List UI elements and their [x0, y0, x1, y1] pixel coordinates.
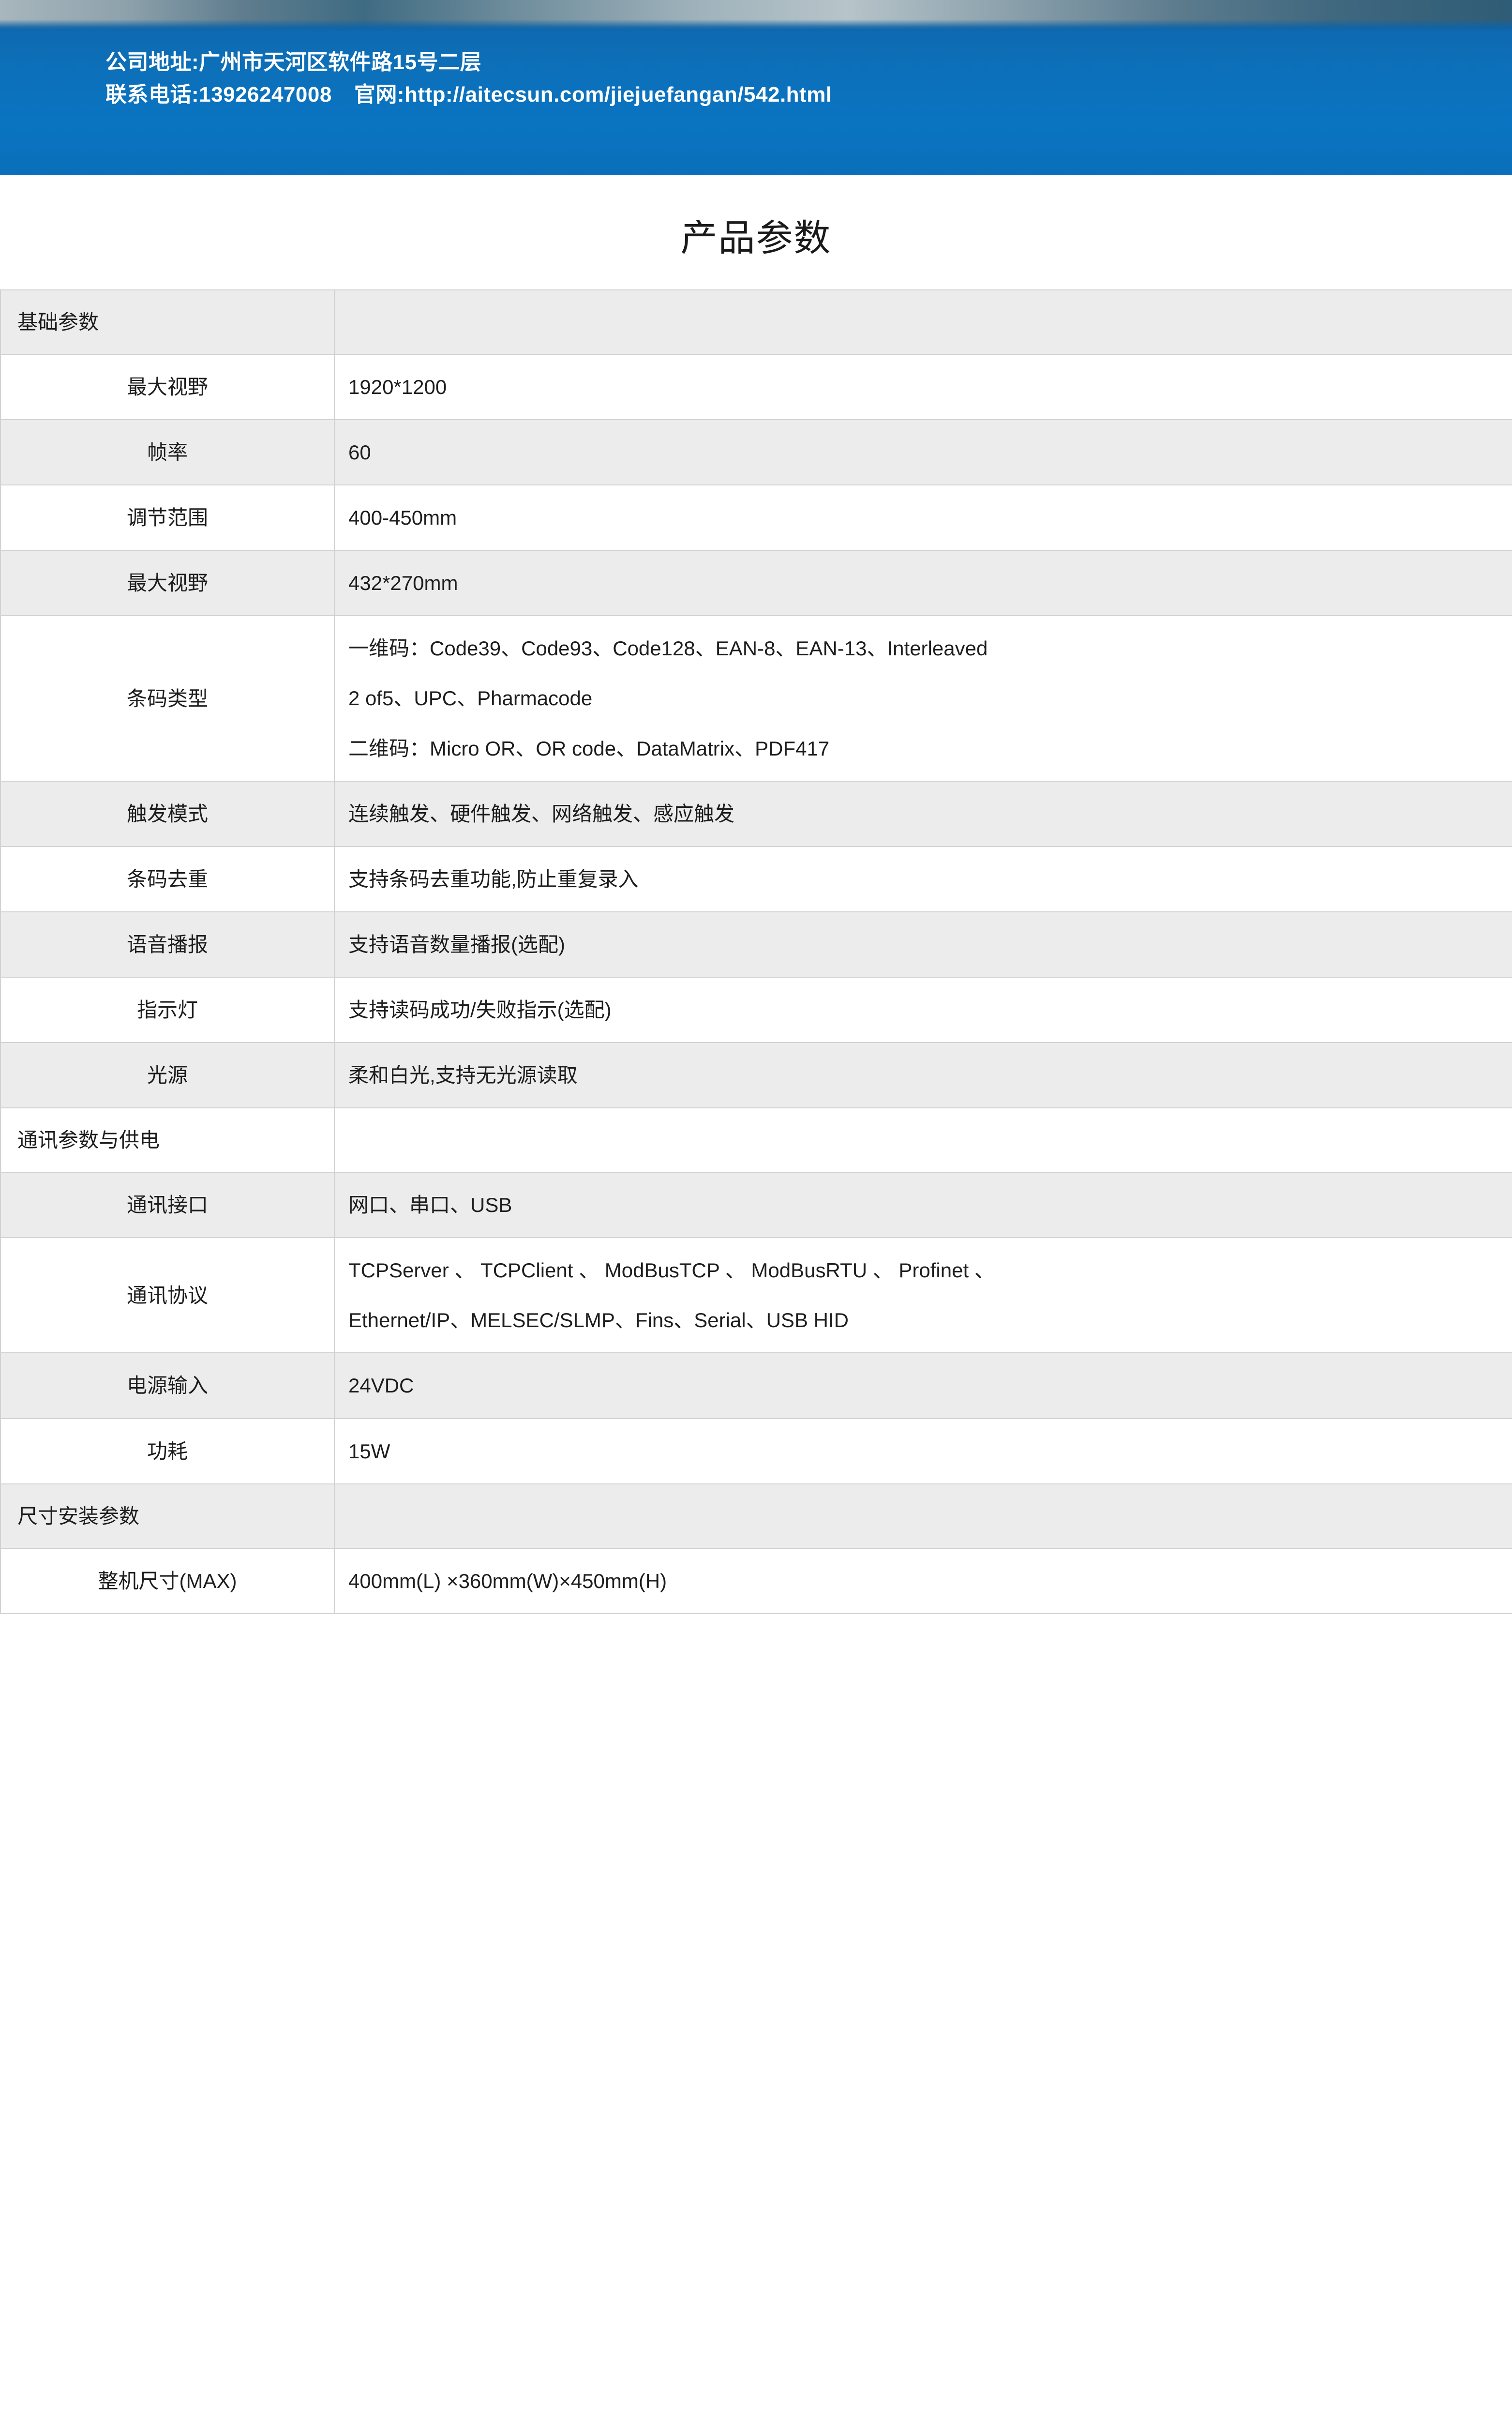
spec-value — [334, 289, 1512, 355]
table-row: 通讯协议 TCPServer 、 TCPClient 、 ModBusTCP 、 … — [0, 1237, 1512, 1354]
spec-label: 尺寸安装参数 — [0, 1483, 335, 1549]
page-title: 产品参数 — [680, 218, 832, 259]
spec-value: 网口、串口、USB — [334, 1172, 1512, 1239]
spec-label: 条码去重 — [0, 846, 335, 912]
spec-value — [334, 1483, 1512, 1549]
spec-value-line: 400mm(L) ×360mm(W)×450mm(H) — [348, 1569, 667, 1592]
banner-contact-line: 联系电话:13926247008 官网:http://aitecsun.com/j… — [105, 79, 832, 111]
spec-value: 支持读码成功/失败指示(选配) — [334, 976, 1512, 1044]
spec-value-line: 支持读码成功/失败指示(选配) — [348, 998, 612, 1021]
table-row: 调节范围 400-450mm — [0, 484, 1512, 551]
table-row: 条码类型 一维码：Code39、Code93、Code128、EAN-8、EAN-… — [0, 615, 1512, 782]
spec-label: 条码类型 — [0, 615, 335, 782]
table-row: 帧率 60 — [0, 419, 1512, 486]
table-row: 最大视野 1920*1200 — [0, 353, 1512, 421]
spec-label: 触发模式 — [0, 780, 335, 847]
spec-label: 通讯协议 — [0, 1237, 335, 1354]
spec-value: 400mm(L) ×360mm(W)×450mm(H) — [334, 1547, 1512, 1614]
site-url[interactable]: http://aitecsun.com/jiejuefangan/542.htm… — [404, 82, 832, 106]
spec-value-line: 一维码：Code39、Code93、Code128、EAN-8、EAN-13、I… — [348, 637, 988, 660]
address-label: 公司地址: — [105, 50, 199, 74]
spec-value: 432*270mm — [334, 550, 1512, 617]
site-label: 官网: — [354, 82, 404, 106]
table-row: 条码去重 支持条码去重功能,防止重复录入 — [0, 846, 1512, 912]
spec-value-line: 支持条码去重功能,防止重复录入 — [348, 867, 639, 891]
table-row: 通讯接口 网口、串口、USB — [0, 1172, 1512, 1239]
spec-value: 1920*1200 — [334, 353, 1512, 421]
table-row: 通讯参数与供电 — [0, 1107, 1512, 1173]
spec-value: 一维码：Code39、Code93、Code128、EAN-8、EAN-13、I… — [334, 615, 1512, 782]
spec-label: 电源输入 — [0, 1352, 335, 1419]
spec-value-line: 24VDC — [348, 1374, 414, 1397]
spec-label: 功耗 — [0, 1418, 335, 1484]
spec-label: 整机尺寸(MAX) — [0, 1547, 335, 1614]
spec-value-line: 连续触发、硬件触发、网络触发、感应触发 — [348, 802, 735, 825]
table-row: 整机尺寸(MAX) 400mm(L) ×360mm(W)×450mm(H) — [0, 1547, 1512, 1614]
spec-value-line: 432*270mm — [348, 572, 458, 595]
spec-value: 连续触发、硬件触发、网络触发、感应触发 — [334, 780, 1512, 847]
spec-value-line: 400-450mm — [348, 506, 457, 529]
spec-value: TCPServer 、 TCPClient 、 ModBusTCP 、 ModB… — [334, 1237, 1512, 1354]
table-row: 指示灯 支持读码成功/失败指示(选配) — [0, 976, 1512, 1044]
contact-banner: 公司地址:广州市天河区软件路15号二层 联系电话:13926247008 官网:h… — [0, 0, 1512, 175]
spec-value: 60 — [334, 419, 1512, 486]
spec-value: 支持条码去重功能,防止重复录入 — [334, 846, 1512, 912]
table-row: 最大视野 432*270mm — [0, 550, 1512, 617]
spec-value-line: 15W — [348, 1439, 390, 1463]
spec-label: 通讯接口 — [0, 1172, 335, 1239]
spec-label: 基础参数 — [0, 289, 335, 355]
spec-value: 15W — [334, 1418, 1512, 1484]
spec-label: 调节范围 — [0, 484, 335, 551]
phone-label: 联系电话: — [105, 82, 199, 106]
spec-value: 400-450mm — [334, 484, 1512, 551]
spec-value-line: 柔和白光,支持无光源读取 — [348, 1064, 578, 1087]
spec-label: 光源 — [0, 1042, 335, 1109]
spec-value-line: 1920*1200 — [348, 376, 447, 398]
table-row: 尺寸安装参数 — [0, 1483, 1512, 1549]
spec-value — [334, 1107, 1512, 1173]
spec-value: 柔和白光,支持无光源读取 — [334, 1042, 1512, 1109]
banner-photo-strip — [0, 0, 1512, 30]
table-row: 光源 柔和白光,支持无光源读取 — [0, 1042, 1512, 1109]
spec-label: 最大视野 — [0, 353, 335, 421]
spec-value-line: Ethernet/IP、MELSEC/SLMP、Fins、Serial、USB … — [348, 1309, 849, 1332]
table-row: 语音播报 支持语音数量播报(选配) — [0, 911, 1512, 978]
spec-table-body: 基础参数 最大视野 1920*1200 帧率 60 调节范围 400-450mm 最大视野 43… — [0, 289, 1512, 1614]
spec-value-line: 二维码：Micro OR、OR code、DataMatrix、PDF417 — [348, 737, 830, 760]
table-row: 功耗 15W — [0, 1418, 1512, 1484]
spec-label: 指示灯 — [0, 976, 335, 1044]
table-row: 电源输入 24VDC — [0, 1352, 1512, 1419]
spec-label: 语音播报 — [0, 911, 335, 978]
spec-label: 最大视野 — [0, 550, 335, 617]
spec-value-line: 2 of5、UPC、Pharmacode — [348, 687, 593, 710]
product-spec-table: 基础参数 最大视野 1920*1200 帧率 60 调节范围 400-450mm 最大视野 43… — [0, 289, 1512, 1614]
spec-label: 帧率 — [0, 419, 335, 486]
spec-value: 24VDC — [334, 1352, 1512, 1419]
phone-value: 13926247008 — [199, 82, 332, 106]
spec-value-line: 网口、串口、USB — [348, 1194, 512, 1217]
spec-value: 支持语音数量播报(选配) — [334, 911, 1512, 978]
spec-value-line: 60 — [348, 441, 371, 464]
banner-address-line: 公司地址:广州市天河区软件路15号二层 — [105, 46, 832, 79]
spec-value-line: TCPServer 、 TCPClient 、 ModBusTCP 、 ModB… — [348, 1259, 995, 1282]
spec-value-line: 支持语音数量播报(选配) — [348, 933, 565, 956]
spec-label: 通讯参数与供电 — [0, 1107, 335, 1173]
banner-text-block: 公司地址:广州市天河区软件路15号二层 联系电话:13926247008 官网:h… — [105, 46, 832, 111]
address-value: 广州市天河区软件路15号二层 — [199, 50, 482, 74]
table-row: 基础参数 — [0, 289, 1512, 355]
table-row: 触发模式 连续触发、硬件触发、网络触发、感应触发 — [0, 780, 1512, 847]
